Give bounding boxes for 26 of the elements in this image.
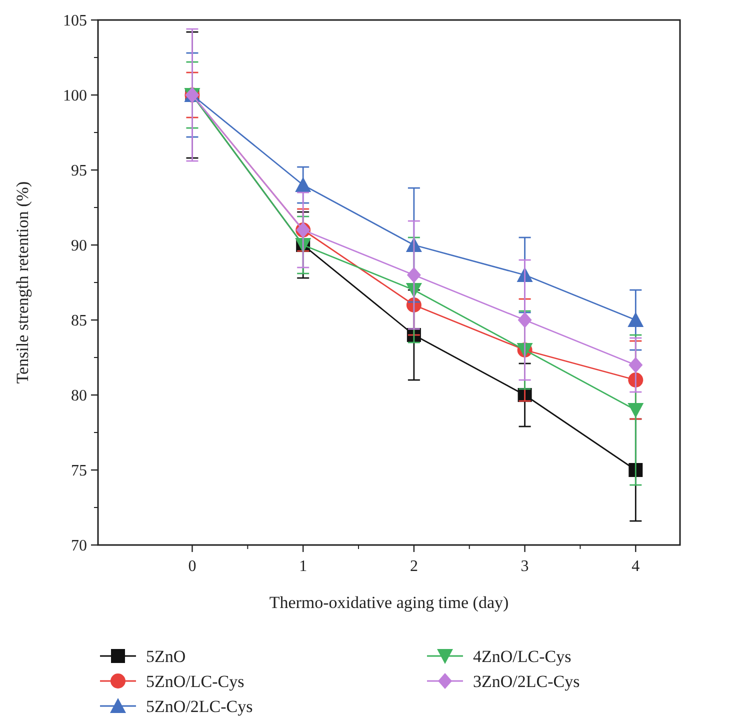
y-tick-label: 75 xyxy=(71,462,87,480)
y-tick-label: 70 xyxy=(71,538,87,555)
x-tick-label: 1 xyxy=(299,558,308,575)
x-axis-title: Thermo-oxidative aging time (day) xyxy=(269,593,509,612)
legend-label: 5ZnO xyxy=(146,646,186,666)
point xyxy=(628,403,644,418)
y-tick-label: 105 xyxy=(63,12,87,30)
legend-label: 4ZnO/LC-Cys xyxy=(473,646,572,666)
y-tick-label: 90 xyxy=(71,238,87,255)
y-axis-title: Tensile strength retention (%) xyxy=(13,181,32,384)
y-tick-label: 85 xyxy=(71,312,87,330)
y-tick-label: 100 xyxy=(63,88,87,105)
legend-label: 5ZnO/LC-Cys xyxy=(146,672,244,691)
point xyxy=(628,357,643,373)
legend-label: 5ZnO/2LC-Cys xyxy=(146,696,253,716)
y-tick-label: 95 xyxy=(71,162,87,180)
x-tick-label: 4 xyxy=(632,558,640,575)
point xyxy=(406,267,421,283)
point xyxy=(628,312,644,327)
legend-label: 3ZnO/2LC-Cys xyxy=(473,672,580,691)
y-tick-label: 80 xyxy=(71,388,87,405)
point xyxy=(295,177,312,192)
x-tick-label: 3 xyxy=(520,558,529,575)
x-tick-label: 2 xyxy=(410,558,418,575)
point xyxy=(518,312,532,328)
x-tick-label: 0 xyxy=(188,558,196,575)
